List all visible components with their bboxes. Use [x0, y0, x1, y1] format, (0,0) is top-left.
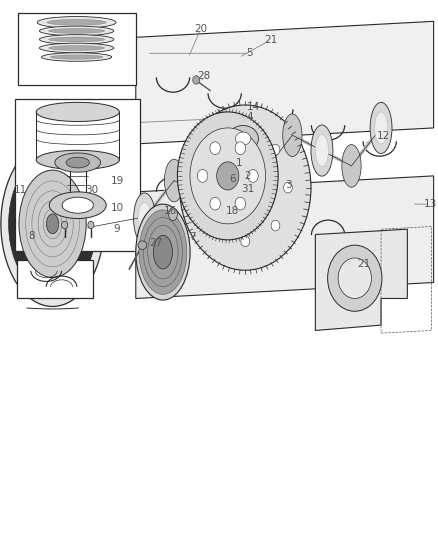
- Text: 18: 18: [226, 206, 239, 215]
- Ellipse shape: [252, 148, 274, 199]
- Ellipse shape: [36, 150, 119, 169]
- Text: 20: 20: [194, 25, 207, 34]
- Ellipse shape: [39, 43, 114, 53]
- Ellipse shape: [211, 144, 219, 155]
- Ellipse shape: [241, 236, 250, 247]
- Ellipse shape: [248, 169, 258, 182]
- Ellipse shape: [1, 141, 104, 306]
- Ellipse shape: [197, 169, 208, 182]
- Ellipse shape: [338, 258, 371, 298]
- Ellipse shape: [139, 210, 187, 294]
- Ellipse shape: [190, 128, 265, 224]
- Text: 16: 16: [163, 206, 177, 215]
- Ellipse shape: [211, 220, 219, 231]
- Text: 27: 27: [149, 238, 162, 247]
- Ellipse shape: [235, 197, 246, 210]
- Text: 5: 5: [246, 49, 253, 58]
- Ellipse shape: [61, 221, 67, 229]
- Ellipse shape: [49, 37, 105, 42]
- Ellipse shape: [224, 190, 243, 232]
- Ellipse shape: [49, 29, 105, 34]
- Ellipse shape: [210, 142, 220, 155]
- Text: 12: 12: [377, 131, 390, 141]
- Ellipse shape: [49, 45, 105, 51]
- Bar: [17, 260, 93, 298]
- Ellipse shape: [19, 170, 86, 278]
- Ellipse shape: [47, 20, 106, 26]
- Text: 31: 31: [241, 184, 254, 194]
- Polygon shape: [315, 229, 407, 330]
- Ellipse shape: [271, 144, 280, 155]
- Text: 21: 21: [264, 35, 277, 45]
- Bar: [18, 13, 136, 85]
- Text: 30: 30: [85, 185, 99, 195]
- Text: 28: 28: [198, 71, 211, 80]
- Ellipse shape: [39, 35, 114, 44]
- Ellipse shape: [165, 159, 184, 202]
- Text: 13: 13: [424, 199, 437, 209]
- Ellipse shape: [88, 221, 94, 229]
- Ellipse shape: [217, 162, 239, 190]
- Text: 14: 14: [247, 102, 260, 111]
- Ellipse shape: [37, 17, 116, 28]
- Ellipse shape: [374, 112, 388, 144]
- Text: 7: 7: [189, 232, 196, 242]
- Text: 9: 9: [113, 224, 120, 234]
- Ellipse shape: [138, 203, 151, 235]
- Ellipse shape: [180, 105, 311, 270]
- Text: 1: 1: [235, 158, 242, 167]
- Text: 3: 3: [285, 181, 292, 190]
- Ellipse shape: [229, 167, 262, 208]
- Ellipse shape: [342, 144, 361, 187]
- Ellipse shape: [284, 182, 293, 193]
- Ellipse shape: [311, 125, 333, 176]
- Bar: [15, 99, 140, 251]
- Ellipse shape: [55, 153, 101, 172]
- Ellipse shape: [138, 241, 147, 249]
- Ellipse shape: [66, 157, 89, 168]
- Text: 4: 4: [246, 112, 253, 122]
- Ellipse shape: [198, 182, 207, 193]
- Ellipse shape: [42, 53, 112, 61]
- Ellipse shape: [370, 102, 392, 154]
- Ellipse shape: [241, 128, 250, 139]
- Text: 19: 19: [110, 176, 124, 186]
- Ellipse shape: [315, 134, 328, 166]
- Ellipse shape: [46, 214, 59, 234]
- Ellipse shape: [235, 142, 246, 155]
- Text: 11: 11: [14, 185, 27, 195]
- Text: 8: 8: [28, 231, 35, 240]
- Ellipse shape: [236, 132, 251, 145]
- Ellipse shape: [197, 180, 210, 212]
- Ellipse shape: [50, 55, 103, 59]
- Ellipse shape: [153, 236, 173, 269]
- Ellipse shape: [148, 225, 178, 279]
- Ellipse shape: [62, 197, 93, 213]
- Ellipse shape: [9, 154, 96, 294]
- Text: 6: 6: [229, 174, 236, 183]
- Ellipse shape: [169, 208, 177, 221]
- Ellipse shape: [271, 220, 280, 231]
- Ellipse shape: [136, 204, 190, 300]
- Text: 21: 21: [357, 259, 370, 269]
- Polygon shape: [136, 176, 434, 298]
- Ellipse shape: [134, 193, 155, 244]
- Ellipse shape: [256, 157, 269, 189]
- Ellipse shape: [143, 217, 183, 287]
- Ellipse shape: [177, 112, 278, 240]
- Ellipse shape: [228, 126, 258, 151]
- Text: 10: 10: [110, 203, 124, 213]
- Ellipse shape: [210, 197, 220, 210]
- Ellipse shape: [39, 26, 114, 36]
- Text: 2: 2: [244, 171, 251, 181]
- Ellipse shape: [193, 76, 200, 84]
- Ellipse shape: [328, 245, 382, 311]
- Ellipse shape: [283, 114, 302, 157]
- Ellipse shape: [193, 171, 215, 222]
- Ellipse shape: [36, 102, 119, 122]
- Polygon shape: [136, 21, 434, 144]
- Ellipse shape: [49, 192, 106, 219]
